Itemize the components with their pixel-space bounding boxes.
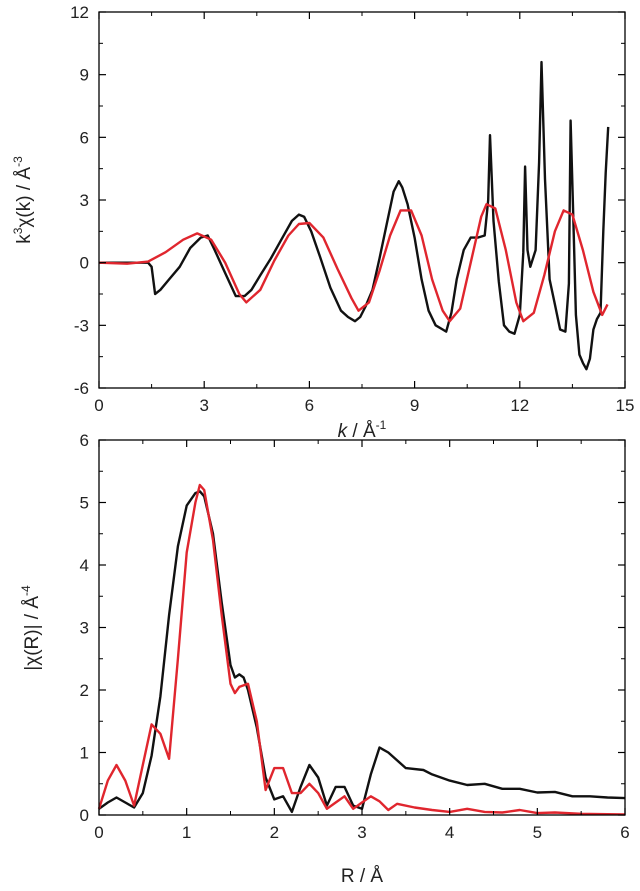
top-y-tick-label: 12 <box>70 3 89 22</box>
bottom-chart-panel: 0 1 2 3 4 5 6 0 1 2 3 4 5 6 R / Å |χ(R)| / Å-4 <box>19 431 630 887</box>
bottom-x-axis-title: R / Å <box>341 866 384 887</box>
top-y-axis-title-sup2: -3 <box>11 156 25 167</box>
top-y-axis-title-sup1: 3 <box>11 227 25 234</box>
top-y-axis-title-mid: χ(k) / Å <box>14 167 35 228</box>
bottom-x-tick-label: 0 <box>94 823 103 842</box>
top-y-tick-label: -3 <box>74 316 89 335</box>
top-x-tick-label: 15 <box>616 396 635 415</box>
bottom-x-tick-label: 3 <box>357 823 366 842</box>
bottom-series-red-line <box>97 483 626 816</box>
bottom-chart-series <box>97 483 626 816</box>
bottom-y-tick-label: 2 <box>80 681 89 700</box>
top-series-black-line <box>99 60 610 371</box>
top-x-axis-title: k / Å-1 <box>338 418 387 442</box>
bottom-series-black-line <box>98 490 626 814</box>
top-x-tick-label: 9 <box>410 396 419 415</box>
top-y-axis-title-pre: k <box>14 234 35 244</box>
bottom-x-tick-label: 1 <box>182 823 191 842</box>
top-x-tick-label: 0 <box>94 396 103 415</box>
top-y-tick-label: 9 <box>80 66 89 85</box>
bottom-y-axis-title-text: |χ(R)| / Å <box>22 596 43 671</box>
bottom-y-tick-label: 4 <box>80 556 89 575</box>
bottom-y-tick-label: 6 <box>80 431 89 450</box>
bottom-y-axis-title-sup: -4 <box>19 585 33 596</box>
top-x-tick-label: 12 <box>510 396 529 415</box>
top-chart-ticks: 0 3 6 9 12 15 -6 -3 0 3 6 9 12 <box>70 3 634 415</box>
top-plot-frame <box>98 11 626 389</box>
top-chart-series <box>98 60 610 371</box>
bottom-x-tick-label: 5 <box>533 823 542 842</box>
bottom-y-tick-label: 1 <box>80 744 89 763</box>
top-y-tick-label: 3 <box>80 191 89 210</box>
top-y-axis-title: k3χ(k) / Å-3 <box>11 156 35 244</box>
top-x-axis-title-sup: -1 <box>376 418 387 432</box>
bottom-chart-ticks: 0 1 2 3 4 5 6 0 1 2 3 4 5 6 <box>80 431 630 842</box>
top-series-red-line <box>98 203 609 323</box>
top-x-tick-label: 3 <box>199 396 208 415</box>
bottom-plot-frame <box>98 439 626 816</box>
top-y-tick-label: -6 <box>74 379 89 398</box>
top-x-axis-title-text: / Å <box>347 421 376 442</box>
top-y-tick-label: 0 <box>80 254 89 273</box>
bottom-x-tick-label: 4 <box>445 823 454 842</box>
top-y-tick-label: 6 <box>80 128 89 147</box>
bottom-y-tick-label: 3 <box>80 619 89 638</box>
bottom-x-tick-label: 2 <box>270 823 279 842</box>
top-x-tick-label: 6 <box>305 396 314 415</box>
top-x-axis-title-italic: k <box>338 421 349 442</box>
bottom-y-axis-title: |χ(R)| / Å-4 <box>19 585 43 671</box>
bottom-x-tick-label: 6 <box>620 823 629 842</box>
bottom-y-tick-label: 5 <box>80 494 89 513</box>
bottom-y-tick-label: 0 <box>80 806 89 825</box>
